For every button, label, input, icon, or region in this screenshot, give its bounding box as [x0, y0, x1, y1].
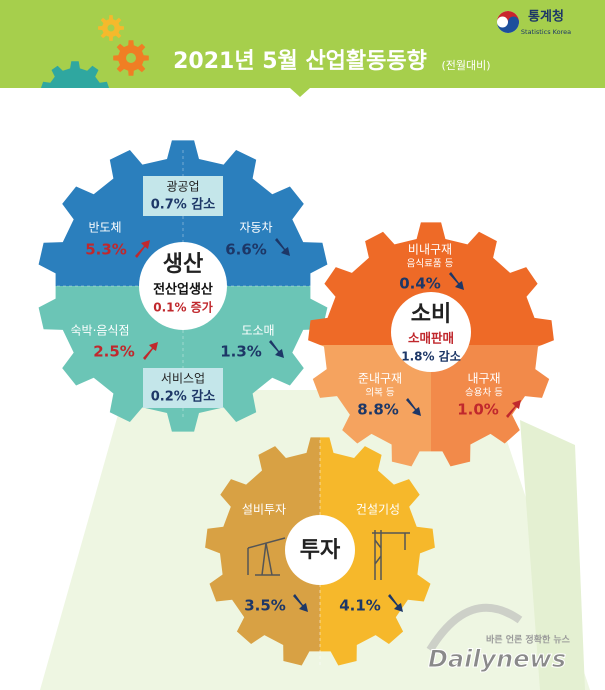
item-value: 2.5%	[93, 343, 135, 361]
trend-arrow	[269, 340, 284, 358]
trend-arrow	[388, 594, 403, 612]
header-gear	[40, 61, 110, 88]
center-circle	[285, 515, 355, 585]
arrow-down	[388, 594, 403, 612]
item-note: 의복 등	[365, 388, 394, 399]
item-value: 0.7% 감소	[151, 198, 216, 213]
pumpjack-icon	[247, 537, 286, 576]
item-name: 숙박·음식점	[70, 324, 129, 338]
center-sub: 소매판매	[408, 331, 454, 346]
item-name: 반도체	[88, 221, 121, 235]
arrow-down	[269, 340, 284, 358]
arrow-down	[275, 238, 290, 256]
item-name: 도소매	[241, 324, 274, 338]
subtitle: (전월대비)	[441, 59, 490, 72]
item-value: 8.8%	[357, 401, 399, 419]
center-sub: 전산업생산	[153, 282, 213, 298]
crane-icon	[372, 530, 410, 580]
trend-arrow	[506, 400, 521, 418]
item-name: 건설기성	[356, 503, 400, 517]
arrow-up	[143, 342, 158, 360]
center-label: 생산	[163, 252, 203, 277]
item-value: 0.4%	[399, 275, 441, 293]
center-value: 0.1% 증가	[153, 300, 213, 315]
label-box	[143, 176, 223, 216]
investment-gear	[205, 437, 320, 666]
gear-hole	[107, 24, 115, 32]
item-note: 승용차 등	[465, 387, 503, 399]
consumption-gear	[308, 222, 554, 345]
background-shape	[520, 420, 585, 690]
watermark-slogan: 바른 언론 정확한 뉴스	[486, 634, 571, 646]
logo-text: 통계청	[528, 9, 564, 25]
item-name: 내구재	[467, 372, 500, 386]
item-name: 비내구재	[408, 243, 452, 257]
item-name: 준내구재	[358, 372, 402, 386]
arrow-down	[293, 594, 308, 612]
center-label: 투자	[300, 538, 341, 563]
center-value: 1.8% 감소	[401, 349, 461, 364]
item-value: 1.0%	[457, 401, 499, 419]
arrow-down	[406, 398, 421, 416]
header-pointer	[290, 88, 310, 97]
item-value: 6.6%	[225, 241, 267, 259]
item-value: 4.1%	[339, 597, 381, 615]
center-circle	[139, 242, 227, 330]
trend-arrow	[406, 398, 421, 416]
center-label: 소비	[411, 302, 451, 327]
investment-gear	[320, 437, 435, 666]
label-box	[143, 368, 223, 408]
production-gear	[38, 286, 328, 432]
logo-text-en: Statistics Korea	[521, 28, 571, 36]
item-value: 5.3%	[85, 241, 127, 259]
trend-arrow	[449, 272, 464, 290]
item-value: 0.2% 감소	[151, 390, 216, 405]
consumption-gear	[431, 345, 550, 467]
trend-arrow	[275, 238, 290, 256]
item-name: 서비스업	[161, 372, 205, 386]
title: 2021년 5월 산업활동동향	[173, 49, 427, 74]
trend-arrow	[293, 594, 308, 612]
watermark-arc	[426, 603, 523, 653]
item-value: 1.3%	[220, 343, 262, 361]
gear-hole	[126, 53, 136, 63]
arrow-up	[135, 240, 150, 258]
item-name: 자동차	[239, 221, 272, 235]
trend-arrow	[135, 240, 150, 258]
item-name: 설비투자	[242, 503, 286, 517]
watermark-brand: Dailynews	[428, 645, 566, 673]
arrow-down	[449, 272, 464, 290]
trend-arrow	[143, 342, 158, 360]
item-value: 3.5%	[244, 597, 286, 615]
center-circle	[391, 292, 471, 372]
item-name: 광공업	[166, 180, 199, 194]
arrow-up	[506, 400, 521, 418]
logo-mark	[497, 16, 519, 33]
consumption-gear	[312, 345, 431, 467]
item-note: 음식료품 등	[407, 259, 454, 270]
